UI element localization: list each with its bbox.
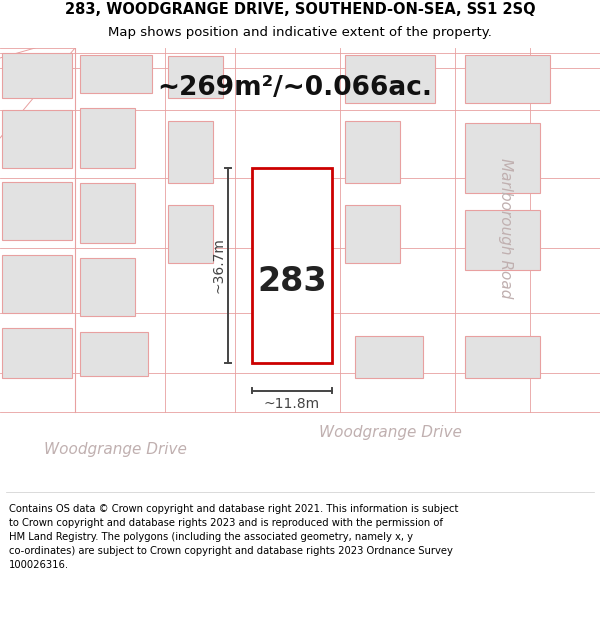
Bar	[465, 55, 550, 103]
Bar	[80, 55, 152, 93]
Bar	[2, 182, 72, 240]
Text: Map shows position and indicative extent of the property.: Map shows position and indicative extent…	[108, 26, 492, 39]
Text: ~11.8m: ~11.8m	[264, 397, 320, 411]
Bar	[355, 336, 423, 378]
Bar	[80, 183, 135, 243]
Text: Woodgrange Drive: Woodgrange Drive	[319, 426, 461, 441]
Text: 283, WOODGRANGE DRIVE, SOUTHEND-ON-SEA, SS1 2SQ: 283, WOODGRANGE DRIVE, SOUTHEND-ON-SEA, …	[65, 2, 535, 18]
Bar	[465, 336, 540, 378]
Bar	[2, 328, 72, 378]
Bar	[0, 412, 600, 470]
Bar	[455, 48, 530, 488]
Bar	[465, 210, 540, 270]
Bar	[345, 55, 435, 103]
Bar	[80, 258, 135, 316]
Bar	[168, 56, 223, 98]
Bar	[168, 205, 213, 263]
Text: Woodgrange Drive: Woodgrange Drive	[44, 442, 187, 458]
Bar	[345, 205, 400, 263]
Bar	[2, 110, 72, 168]
Bar	[2, 255, 72, 313]
Text: 283: 283	[257, 264, 327, 298]
Bar	[168, 121, 213, 183]
Bar	[80, 332, 148, 376]
Text: ~269m²/~0.066ac.: ~269m²/~0.066ac.	[157, 75, 433, 101]
Bar	[80, 108, 135, 168]
Text: ~36.7m: ~36.7m	[212, 238, 226, 294]
Bar	[2, 53, 72, 98]
Bar	[252, 168, 332, 363]
Bar	[0, 470, 600, 488]
Bar	[465, 123, 540, 193]
Text: Marlborough Road: Marlborough Road	[497, 158, 512, 298]
Text: Contains OS data © Crown copyright and database right 2021. This information is : Contains OS data © Crown copyright and d…	[9, 504, 458, 571]
Bar	[345, 121, 400, 183]
